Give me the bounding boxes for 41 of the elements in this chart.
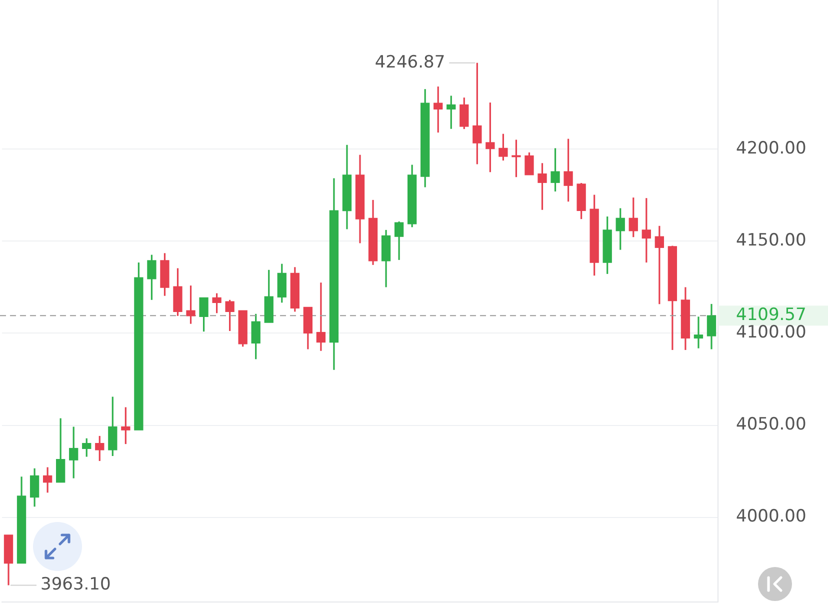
candlestick: [199, 296, 208, 332]
candlestick: [56, 417, 66, 484]
candlestick: [694, 316, 704, 350]
annotation: 3963.10: [40, 574, 111, 595]
candlestick: [95, 435, 104, 462]
candlestick: [706, 303, 716, 350]
candlestick: [538, 162, 547, 211]
candlestick: [564, 138, 573, 202]
y-tick-label: 4200.00: [736, 138, 806, 159]
candlestick: [486, 102, 495, 173]
candlestick: [524, 152, 534, 176]
candlestick: [186, 284, 196, 325]
candlestick: [498, 133, 508, 162]
candlestick: [42, 466, 52, 494]
candlestick: [212, 292, 222, 314]
candlestick: [472, 62, 482, 166]
candlestick: [251, 313, 260, 360]
candlestick: [121, 406, 130, 445]
candlestick: [108, 396, 118, 457]
candlestick: [225, 299, 234, 332]
candlestick: [616, 207, 625, 251]
candlestick: [69, 426, 78, 480]
candlestick: [642, 197, 651, 264]
candlestick: [394, 220, 404, 261]
annotation: 4246.87: [374, 52, 446, 72]
ref-line-label: 4109.57: [736, 305, 806, 326]
candlestick: [446, 94, 456, 130]
candlestick: [82, 438, 92, 458]
y-tick-label: 4050.00: [736, 414, 806, 435]
candlestick: [30, 468, 40, 508]
y-tick-label: 4150.00: [736, 230, 806, 251]
y-tick-label: 4100.00: [736, 322, 806, 343]
candlestick: [434, 86, 443, 134]
candlestick: [628, 196, 638, 238]
candlestick: [316, 282, 326, 352]
candlestick: [460, 96, 469, 130]
candlestick: [512, 138, 521, 178]
candlestick: [147, 254, 156, 301]
candlestick: [654, 225, 664, 305]
candlestick: [550, 147, 560, 192]
y-tick-label: 4000.00: [736, 506, 806, 527]
